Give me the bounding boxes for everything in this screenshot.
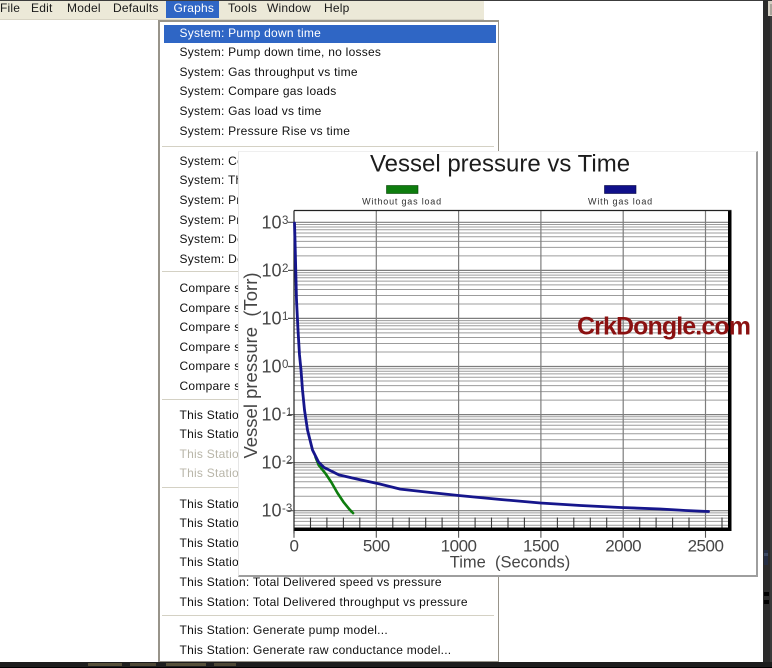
svg-text:Without gas load: Without gas load [362, 197, 442, 207]
svg-text:Vessel pressure vs Time: Vessel pressure vs Time [369, 152, 629, 178]
svg-text:-3: -3 [282, 503, 292, 515]
svg-text:10: 10 [261, 453, 281, 473]
svg-text:1000: 1000 [440, 537, 476, 556]
svg-text:3: 3 [282, 215, 288, 227]
svg-text:500: 500 [362, 537, 389, 556]
svg-text:Vessel pressure (Torr): Vessel pressure (Torr) [240, 272, 261, 458]
svg-text:2: 2 [282, 263, 288, 275]
svg-text:-2: -2 [282, 455, 292, 467]
svg-text:With gas load: With gas load [588, 197, 653, 207]
svg-text:10: 10 [261, 501, 281, 521]
svg-text:10: 10 [261, 308, 281, 328]
svg-text:0: 0 [289, 537, 298, 556]
svg-text:2500: 2500 [687, 537, 723, 556]
svg-text:Time (Seconds): Time (Seconds) [449, 554, 569, 572]
svg-text:10: 10 [261, 212, 281, 232]
svg-text:0: 0 [282, 359, 288, 371]
svg-text:1500: 1500 [522, 537, 558, 556]
svg-text:10: 10 [261, 405, 281, 425]
svg-text:-1: -1 [282, 407, 292, 419]
svg-text:10: 10 [261, 260, 281, 280]
svg-text:CrkDongle.com: CrkDongle.com [577, 313, 750, 341]
svg-text:2000: 2000 [605, 537, 641, 556]
svg-text:1: 1 [282, 311, 288, 323]
svg-text:10: 10 [261, 357, 281, 377]
